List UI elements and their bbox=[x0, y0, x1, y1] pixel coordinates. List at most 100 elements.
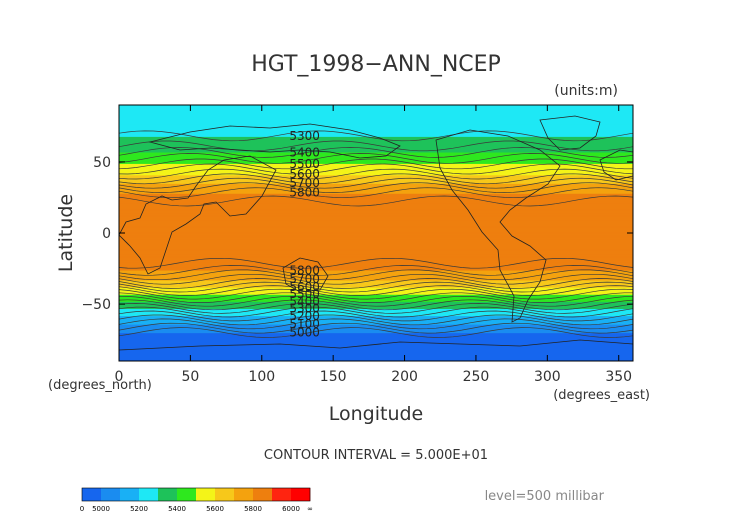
band-cell bbox=[119, 194, 633, 197]
band-cell bbox=[119, 205, 633, 208]
band-cell bbox=[119, 265, 633, 268]
band-cell bbox=[119, 251, 633, 254]
contour-line bbox=[119, 273, 633, 285]
band-cell bbox=[119, 114, 633, 117]
contour-line bbox=[119, 153, 633, 164]
band-cell bbox=[119, 288, 633, 291]
band-cell bbox=[119, 351, 633, 354]
band-cell bbox=[119, 151, 633, 154]
x-tick-label: 250 bbox=[463, 369, 490, 385]
band-cell bbox=[119, 254, 633, 257]
band-cell bbox=[119, 248, 633, 251]
band-cell bbox=[119, 321, 633, 324]
colorbar-swatch bbox=[177, 488, 197, 501]
x-tick-label: 50 bbox=[181, 369, 199, 385]
contour-line bbox=[119, 303, 633, 314]
colorbar-swatch bbox=[272, 488, 292, 501]
x-tick-label: 0 bbox=[115, 369, 124, 385]
band-cell bbox=[119, 154, 633, 157]
band-cell bbox=[119, 150, 633, 153]
band-cell bbox=[119, 146, 633, 149]
contour-interval-text: CONTOUR INTERVAL = 5.000E+01 bbox=[264, 448, 488, 463]
colorbar-tick-label: 6000 bbox=[282, 505, 300, 513]
band-cell bbox=[119, 277, 633, 280]
contour-line bbox=[119, 177, 633, 189]
colorbar-swatch bbox=[82, 488, 102, 501]
band-cell bbox=[119, 268, 633, 271]
band-cell bbox=[119, 258, 633, 261]
band-cell bbox=[119, 269, 633, 272]
band-cell bbox=[119, 274, 633, 277]
coastline-americas bbox=[435, 129, 561, 323]
contour-line bbox=[119, 173, 633, 185]
band-cell bbox=[119, 240, 633, 243]
band-cell bbox=[119, 210, 633, 213]
band-cell bbox=[119, 333, 633, 336]
band-cell bbox=[119, 161, 633, 164]
band-cell bbox=[119, 304, 633, 307]
band-cell bbox=[119, 170, 633, 173]
band-cell bbox=[119, 224, 633, 227]
band-cell bbox=[119, 252, 633, 255]
band-cell bbox=[119, 336, 633, 339]
band-cell bbox=[119, 132, 633, 135]
contour-label: 5600 bbox=[289, 280, 320, 294]
band-cell bbox=[119, 250, 633, 253]
band-cell bbox=[119, 166, 633, 169]
x-axis: 0 50 100 150 200 250 300 350 bbox=[115, 105, 632, 385]
contour-line bbox=[119, 163, 633, 175]
band-cell bbox=[119, 106, 633, 109]
contour-line bbox=[119, 327, 633, 338]
band-cell bbox=[119, 176, 633, 179]
band-cell bbox=[119, 141, 633, 144]
contour-label: 5400 bbox=[289, 145, 320, 159]
contour-label: 5400 bbox=[289, 294, 320, 308]
level-text: level=500 millibar bbox=[485, 489, 605, 504]
band-cell bbox=[119, 271, 633, 274]
band-cell bbox=[119, 160, 633, 163]
y-axis: 50 0 −50 bbox=[81, 155, 633, 313]
band-cell bbox=[119, 157, 633, 160]
band-cell bbox=[119, 230, 633, 233]
colorbar-tick-label: 5800 bbox=[244, 505, 262, 513]
contour-line bbox=[119, 269, 633, 281]
coastline-siberia bbox=[148, 123, 401, 159]
band-cell bbox=[119, 204, 633, 207]
contour-label: 5100 bbox=[289, 317, 320, 331]
contour-line bbox=[119, 292, 633, 303]
band-cell bbox=[119, 203, 633, 206]
band-cell bbox=[119, 294, 633, 297]
band-cell bbox=[119, 184, 633, 187]
band-cell bbox=[119, 127, 633, 130]
band-cell bbox=[119, 342, 633, 345]
band-cell bbox=[119, 105, 633, 108]
contour-line bbox=[119, 285, 633, 296]
band-cell bbox=[119, 346, 633, 349]
contour-label: 5600 bbox=[289, 167, 320, 181]
contour-line bbox=[119, 322, 633, 334]
band-cell bbox=[119, 241, 633, 244]
band-cell bbox=[119, 281, 633, 284]
band-cell bbox=[119, 231, 633, 234]
contour-line bbox=[119, 318, 633, 330]
contour-labels: 5300540055005600570058005800570056005500… bbox=[289, 129, 320, 340]
x-tick-label: 100 bbox=[248, 369, 275, 385]
contour-line bbox=[119, 195, 633, 207]
band-cell bbox=[119, 214, 633, 217]
band-cell bbox=[119, 167, 633, 170]
band-cell bbox=[119, 208, 633, 211]
band-cell bbox=[119, 124, 633, 127]
band-cell bbox=[119, 309, 633, 312]
colorbar-swatch bbox=[158, 488, 178, 501]
band-cell bbox=[119, 143, 633, 146]
band-cell bbox=[119, 217, 633, 220]
band-cell bbox=[119, 238, 633, 241]
colorbar-swatch bbox=[139, 488, 159, 501]
contour-lines bbox=[119, 130, 633, 338]
band-cell bbox=[119, 331, 633, 334]
contour-line bbox=[119, 314, 633, 326]
band-cell bbox=[119, 295, 633, 298]
x-axis-title: Longitude bbox=[329, 403, 424, 425]
coastlines bbox=[119, 115, 633, 351]
y-tick-label: −50 bbox=[81, 297, 111, 313]
